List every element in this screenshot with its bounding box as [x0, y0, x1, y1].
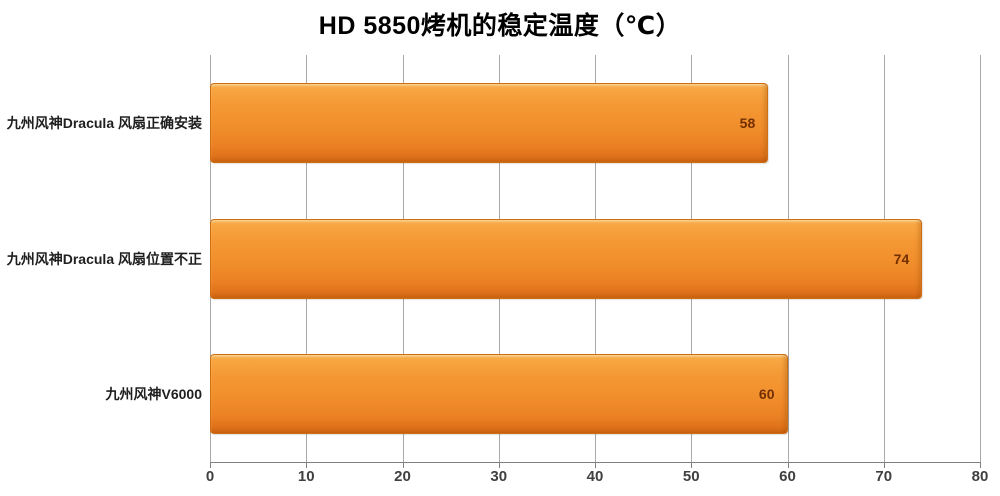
category-label: 九州风神Dracula 风扇位置不正 [6, 250, 202, 267]
x-tick-label: 0 [205, 468, 215, 485]
x-tick-mark [306, 462, 308, 468]
x-tick-label: 50 [682, 468, 700, 485]
x-tick-label: 80 [971, 468, 989, 485]
x-tick-mark [210, 462, 211, 468]
x-tick-label: 60 [779, 468, 796, 485]
bar: 74 [210, 218, 923, 299]
bar-value-label: 60 [758, 386, 775, 403]
category-label: 九州风神Dracula 风扇正确安装 [6, 114, 202, 131]
x-tick-mark [402, 462, 404, 468]
bar: 60 [210, 354, 788, 435]
bar-value-label: 58 [739, 114, 756, 131]
x-tick-label: 30 [490, 468, 508, 485]
x-tick-mark [691, 462, 693, 468]
chart-title: HD 5850烤机的稳定温度（℃） [318, 12, 682, 40]
x-tick-label: 20 [394, 468, 411, 485]
x-tick-mark [498, 462, 500, 468]
x-tick-mark [883, 462, 885, 468]
bar: 58 [210, 82, 769, 163]
x-axis-line [210, 462, 980, 463]
x-tick-mark [787, 462, 789, 468]
x-tick-label: 70 [875, 468, 893, 485]
category-label: 九州风神V6000 [105, 386, 202, 403]
gridline [980, 55, 981, 462]
x-tick-label: 40 [586, 468, 604, 485]
bar-value-label: 74 [893, 250, 910, 267]
x-tick-mark [980, 462, 981, 468]
x-tick-mark [595, 462, 596, 468]
x-tick-label: 10 [297, 468, 315, 485]
